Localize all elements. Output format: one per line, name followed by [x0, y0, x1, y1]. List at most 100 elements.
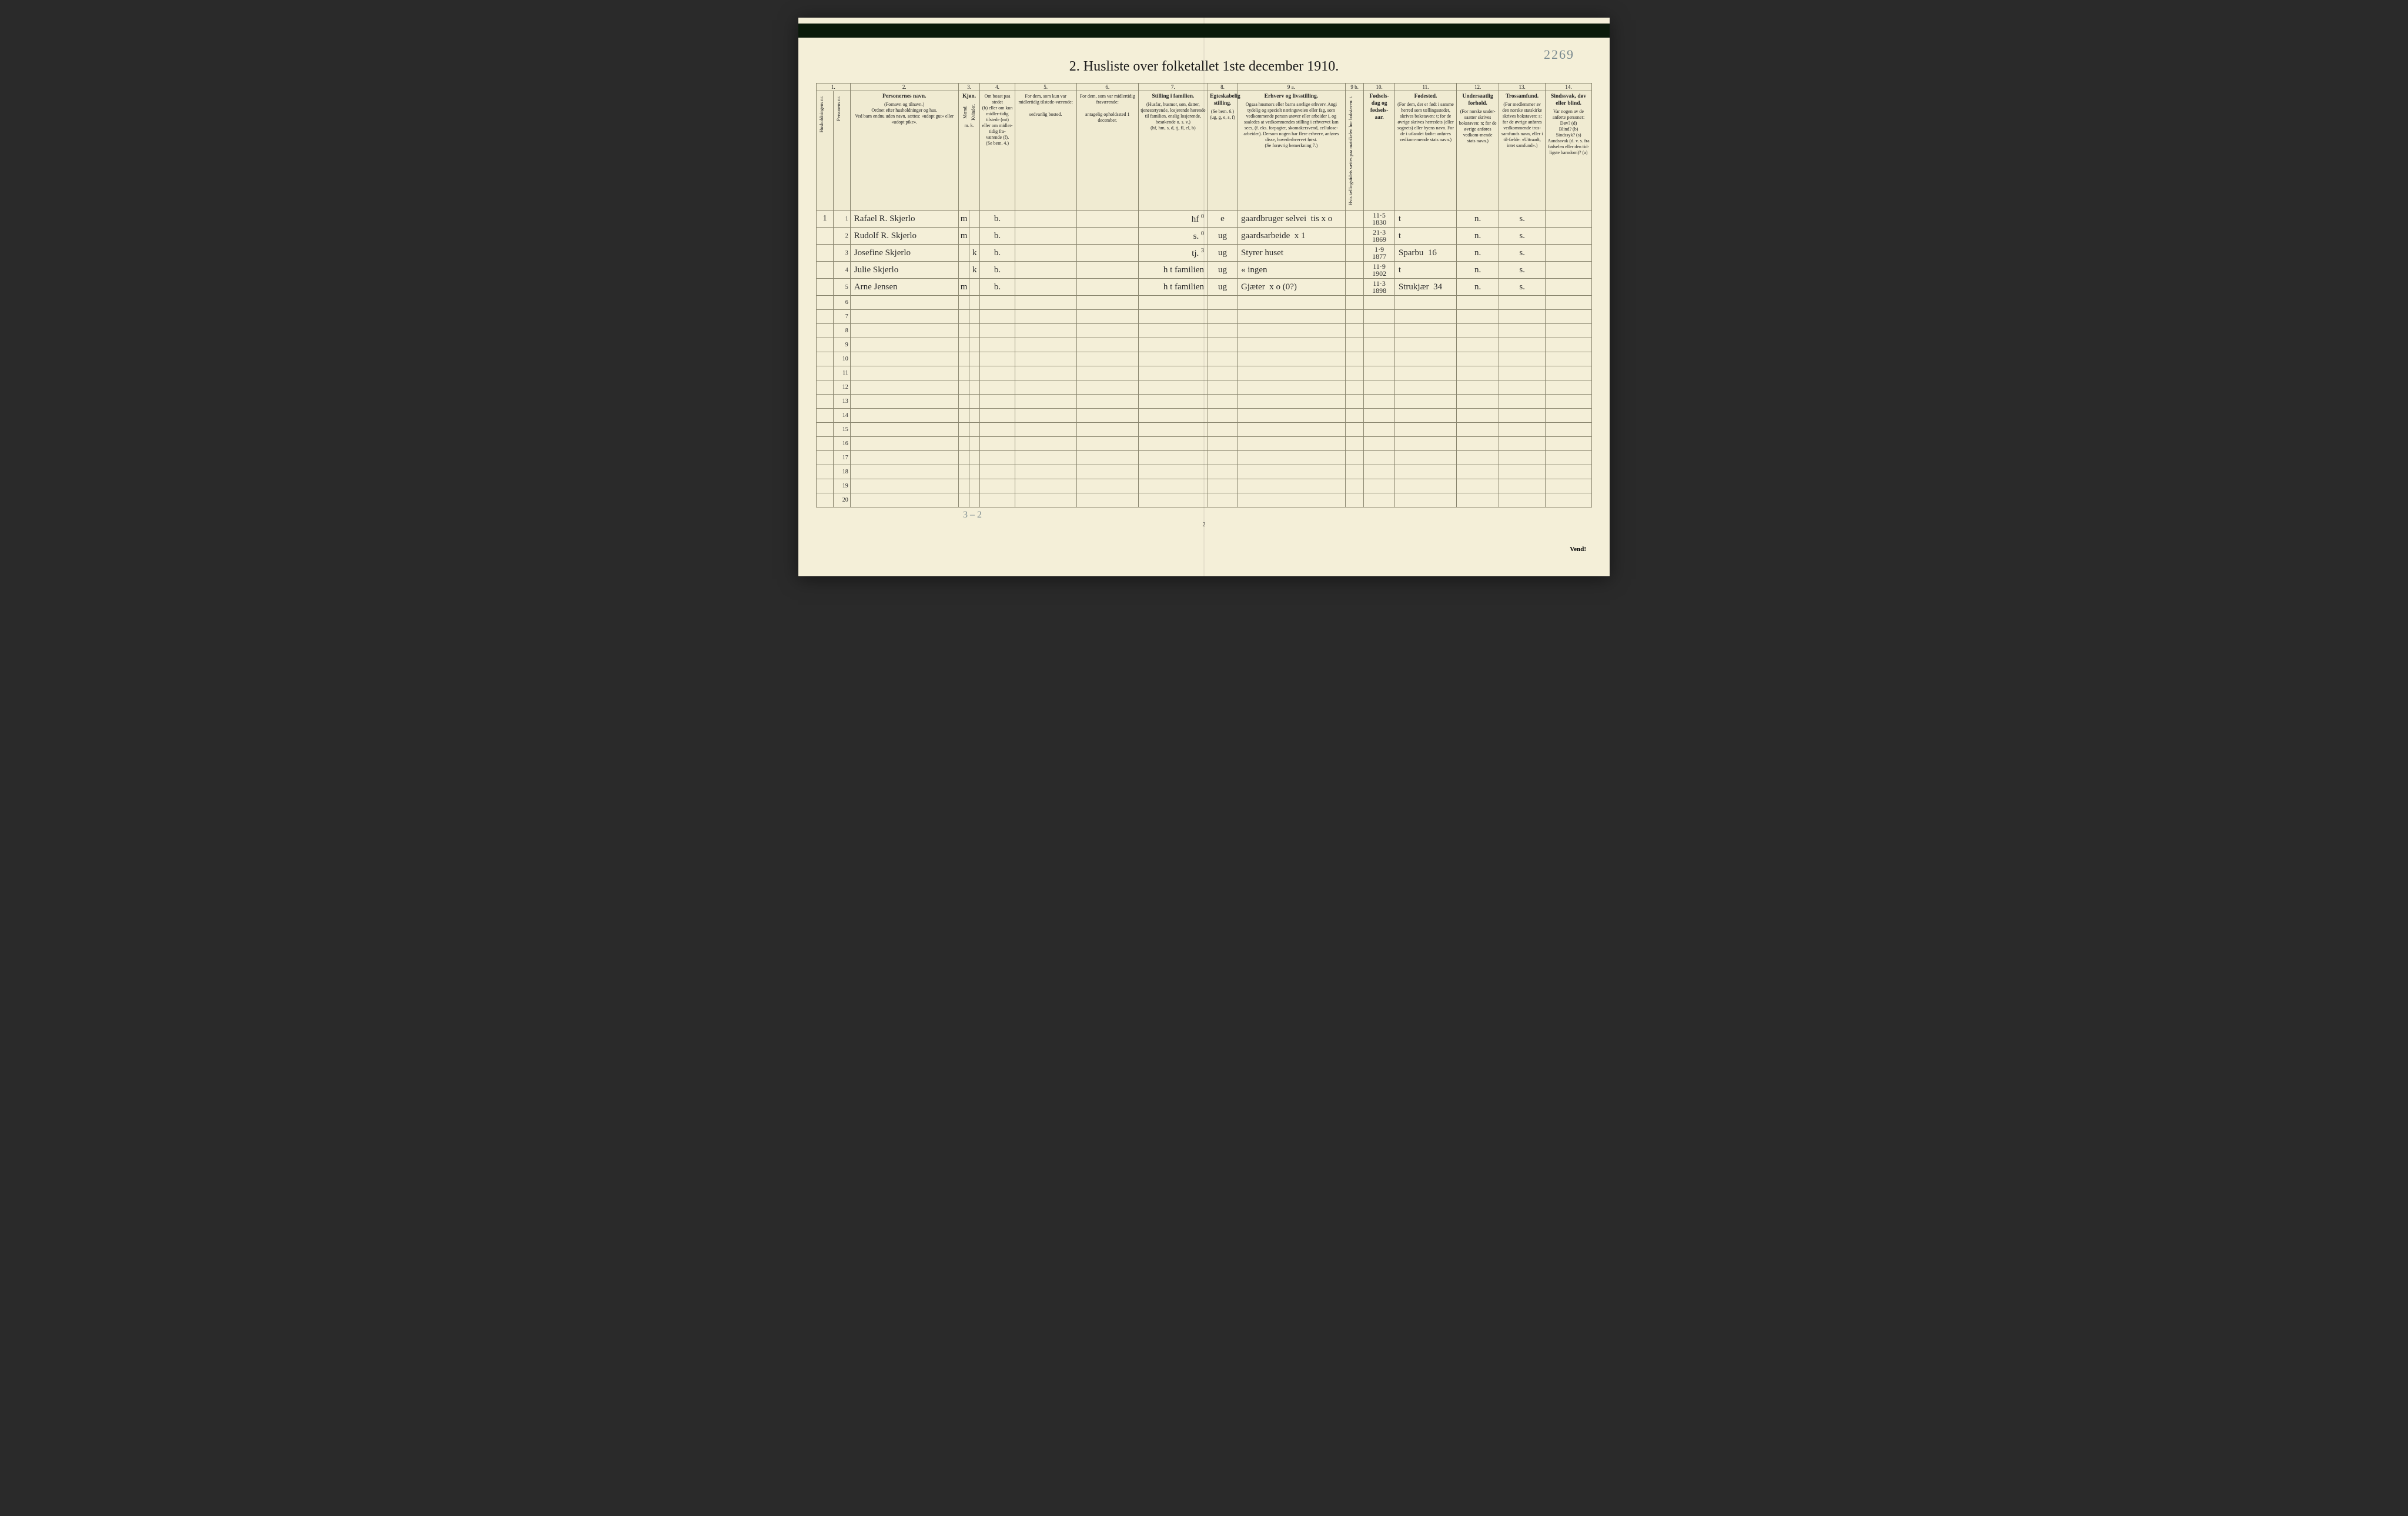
cell [1546, 437, 1592, 451]
cell [1499, 324, 1546, 338]
cell-marital: e [1208, 211, 1238, 228]
cell [817, 395, 834, 409]
cell [850, 352, 958, 366]
cell [817, 465, 834, 479]
cell-sex-k [969, 228, 980, 245]
cell [1208, 310, 1238, 324]
cell [850, 479, 958, 493]
cell [1015, 296, 1076, 310]
cell [1546, 451, 1592, 465]
cell [1394, 479, 1456, 493]
cell [1015, 437, 1076, 451]
cell [1015, 338, 1076, 352]
cell [1499, 338, 1546, 352]
cell-birthplace: t [1394, 228, 1456, 245]
cell-sex-k [969, 211, 980, 228]
cell [958, 324, 969, 338]
cell-religion: s. [1499, 245, 1546, 262]
cell [1138, 395, 1208, 409]
cell [958, 451, 969, 465]
cell [980, 380, 1015, 395]
cell [1237, 493, 1345, 507]
cell-9b [1345, 245, 1364, 262]
cell-marital: ug [1208, 262, 1238, 279]
cell-person-no: 15 [833, 423, 850, 437]
header-family-role: Stilling i familien. (Husfar, husmor, sø… [1138, 91, 1208, 211]
cell [1364, 310, 1395, 324]
cell [1015, 465, 1076, 479]
cell [1499, 493, 1546, 507]
cell [958, 423, 969, 437]
cell [850, 395, 958, 409]
cell-name: Josefine Skjerlo [850, 245, 958, 262]
cell-person-no: 8 [833, 324, 850, 338]
cell [1076, 423, 1138, 437]
cell-household-no [817, 279, 834, 296]
cell-occupation: gaardbruger selvei tis x o [1237, 211, 1345, 228]
cell [1345, 352, 1364, 366]
colnum: 1. [817, 84, 851, 91]
cell [817, 310, 834, 324]
cell [1394, 465, 1456, 479]
cell [1345, 380, 1364, 395]
cell [1364, 479, 1395, 493]
census-page: 2269 2. Husliste over folketallet 1ste d… [798, 18, 1610, 576]
cell-religion: s. [1499, 262, 1546, 279]
cell [1394, 493, 1456, 507]
cell-person-no: 7 [833, 310, 850, 324]
cell-birthplace: t [1394, 211, 1456, 228]
cell [817, 352, 834, 366]
cell [1015, 324, 1076, 338]
cell [1546, 352, 1592, 366]
cell [817, 493, 834, 507]
cell [1076, 310, 1138, 324]
cell [850, 423, 958, 437]
cell-nationality: n. [1457, 262, 1499, 279]
colnum: 9 a. [1237, 84, 1345, 91]
cell [1499, 352, 1546, 366]
cell [1499, 479, 1546, 493]
cell [1237, 296, 1345, 310]
cell [1138, 310, 1208, 324]
cell-person-no: 3 [833, 245, 850, 262]
cell [1208, 296, 1238, 310]
cell-person-no: 17 [833, 451, 850, 465]
cell [1457, 465, 1499, 479]
cell [1546, 409, 1592, 423]
cell [1457, 296, 1499, 310]
cell [958, 465, 969, 479]
cell [969, 423, 980, 437]
cell-residence: b. [980, 262, 1015, 279]
cell-occupation: « ingen [1237, 262, 1345, 279]
cell [1237, 380, 1345, 395]
cell-family-role: h t familien [1138, 279, 1208, 296]
cell [1394, 380, 1456, 395]
cell [1138, 380, 1208, 395]
table-row-empty: 14 [817, 409, 1592, 423]
cell [1237, 310, 1345, 324]
header-household-no: Husholdningens nr. [817, 91, 834, 211]
header-residence: Om bosat paa stedet (b) eller om kun mid… [980, 91, 1015, 211]
table-row-empty: 10 [817, 352, 1592, 366]
cell [1138, 352, 1208, 366]
cell-person-no: 14 [833, 409, 850, 423]
cell [1076, 395, 1138, 409]
cell [1394, 310, 1456, 324]
cell [1138, 338, 1208, 352]
cell-birthplace: t [1394, 262, 1456, 279]
cell [980, 479, 1015, 493]
cell [1208, 465, 1238, 479]
cell [1364, 409, 1395, 423]
cell-temp-present [1015, 279, 1076, 296]
cell [1076, 380, 1138, 395]
cell [1457, 366, 1499, 380]
cell-name: Rafael R. Skjerlo [850, 211, 958, 228]
cell [1364, 338, 1395, 352]
cell [969, 296, 980, 310]
cell [1457, 437, 1499, 451]
cell-name: Arne Jensen [850, 279, 958, 296]
table-row-empty: 13 [817, 395, 1592, 409]
table-row-empty: 12 [817, 380, 1592, 395]
cell-family-role: tj. 3 [1138, 245, 1208, 262]
table-header: 1. 2. 3. 4. 5. 6. 7. 8. 9 a. 9 b. 10. 11… [817, 84, 1592, 211]
